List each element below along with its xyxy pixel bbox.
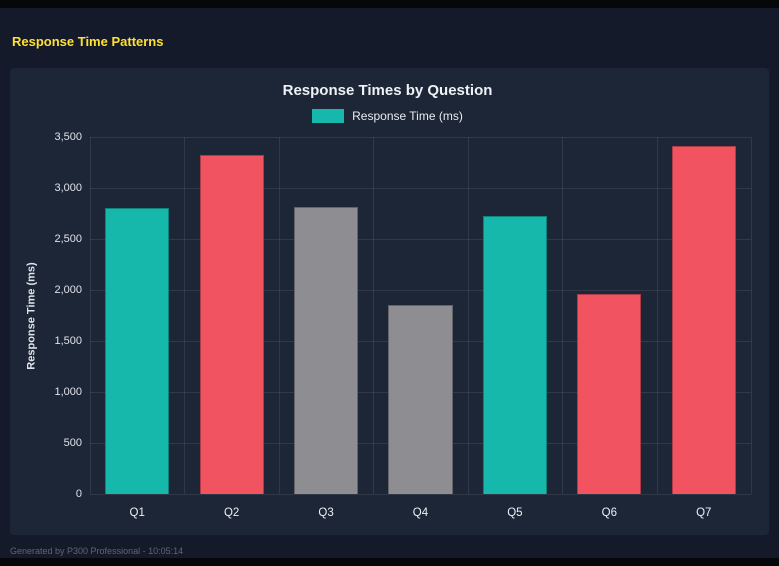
legend-label: Response Time (ms) — [352, 109, 463, 123]
gridline-horizontal — [90, 137, 751, 138]
x-axis-tick-label: Q7 — [696, 507, 712, 519]
bar-q6[interactable] — [577, 294, 642, 494]
y-axis-tick-label: 3,000 — [54, 182, 82, 194]
gridline-horizontal — [90, 239, 751, 240]
y-axis-tick-label: 0 — [75, 488, 82, 500]
y-axis: 0 500 1,000 1,500 2,000 2,500 3,000 3,500 — [44, 131, 90, 500]
y-axis-tick-label: 1,500 — [54, 335, 82, 347]
gridline-horizontal — [90, 494, 751, 495]
bar-column-q6 — [562, 137, 656, 494]
gridline-vertical — [562, 137, 564, 494]
y-axis-tick-label: 1,000 — [54, 386, 82, 398]
x-axis-tick-label: Q1 — [129, 507, 145, 519]
bar-column-q2 — [184, 137, 278, 494]
y-axis-tick-label: 2,000 — [54, 284, 82, 296]
chart-title: Response Times by Question — [282, 82, 493, 99]
gridline-vertical — [373, 137, 375, 494]
bars-container — [90, 137, 751, 494]
gridline-vertical — [467, 137, 469, 494]
bar-q4[interactable] — [388, 305, 453, 494]
gridline-vertical — [656, 137, 658, 494]
gridline-horizontal — [90, 290, 751, 291]
bar-q3[interactable] — [293, 207, 359, 494]
x-axis-tick-label: Q5 — [507, 507, 523, 519]
gridline-vertical — [184, 137, 186, 494]
y-axis-tick-label: 3,500 — [54, 131, 82, 143]
chart-body: Response Time (ms) 0 500 1,000 1,500 2,000 2,… — [20, 131, 755, 532]
plot-area — [90, 137, 752, 495]
bar-q5[interactable] — [482, 215, 547, 494]
x-axis: Q1 Q2 Q3 Q4 Q5 Q6 Q7 — [90, 494, 751, 532]
gridline-vertical — [751, 137, 752, 494]
bar-column-q4 — [373, 137, 467, 494]
y-axis-tick-label: 2,500 — [54, 233, 82, 245]
y-axis-title: Response Time (ms) — [26, 261, 39, 370]
x-axis-tick-label: Q2 — [223, 507, 240, 519]
bar-column-q5 — [468, 137, 562, 494]
bar-q7[interactable] — [671, 146, 736, 494]
x-axis-tick-label: Q3 — [318, 507, 334, 519]
bar-q1[interactable] — [105, 208, 170, 494]
chart-legend[interactable]: Response Time (ms) — [20, 109, 755, 123]
page-title: Response Time Patterns — [12, 34, 164, 49]
legend-swatch — [312, 109, 345, 123]
bottom-strip — [0, 558, 779, 566]
gridline-horizontal — [90, 188, 751, 189]
x-axis-tick-label: Q6 — [601, 507, 617, 519]
footer-text: Generated by P300 Professional - 10:05:1… — [10, 546, 184, 556]
top-strip — [0, 0, 779, 8]
x-axis-tick-label: Q4 — [412, 507, 429, 519]
chart-card: Response Times by Question Response Time… — [10, 68, 769, 535]
bar-q2[interactable] — [199, 154, 264, 494]
gridline-vertical — [278, 137, 280, 494]
y-axis-tick-label: 500 — [63, 437, 82, 449]
bar-column-q7 — [657, 137, 751, 494]
y-axis-title-column: Response Time (ms) — [20, 137, 44, 494]
bar-column-q1 — [90, 137, 184, 494]
bar-column-q3 — [279, 137, 373, 494]
gridline-vertical — [90, 137, 91, 494]
